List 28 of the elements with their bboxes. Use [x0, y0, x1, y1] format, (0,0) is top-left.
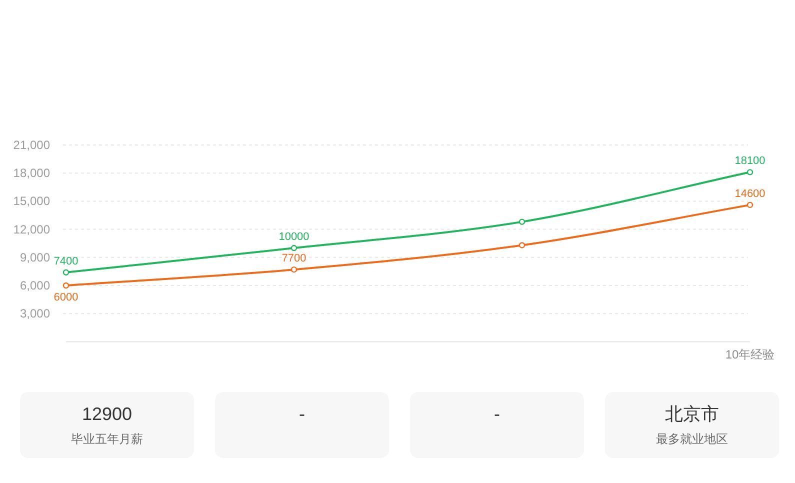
- point: [746, 169, 754, 176]
- y-tick-label: 18,000: [13, 166, 50, 180]
- card-value: -: [494, 404, 500, 424]
- y-tick-label: 3,000: [20, 306, 50, 321]
- data-label: 18100: [734, 155, 766, 168]
- y-tick-label: 6,000: [20, 278, 50, 292]
- y-tick-label: 21,000: [13, 138, 50, 152]
- data-label: 14600: [734, 188, 766, 200]
- card-label: 最多就业地区: [656, 432, 728, 446]
- data-label: 7700: [282, 252, 306, 265]
- point: [746, 202, 754, 208]
- card-value: 北京市: [665, 404, 719, 424]
- data-label: 7400: [54, 255, 78, 268]
- card-value: -: [299, 404, 305, 424]
- y-tick-label: 15,000: [13, 194, 50, 208]
- point: [518, 218, 526, 225]
- card-value: 12900: [82, 404, 132, 424]
- y-tick-label: 9,000: [20, 250, 50, 264]
- data-label: 6000: [54, 292, 78, 304]
- point: [518, 242, 526, 248]
- point: [62, 282, 70, 289]
- data-label: 10000: [278, 231, 310, 244]
- point: [290, 266, 298, 273]
- card-label: 毕业五年月薪: [71, 432, 143, 446]
- point: [62, 269, 70, 276]
- y-tick-label: 12,000: [13, 222, 50, 236]
- x-tick-label: 10年经验: [725, 348, 775, 362]
- point: [290, 244, 298, 252]
